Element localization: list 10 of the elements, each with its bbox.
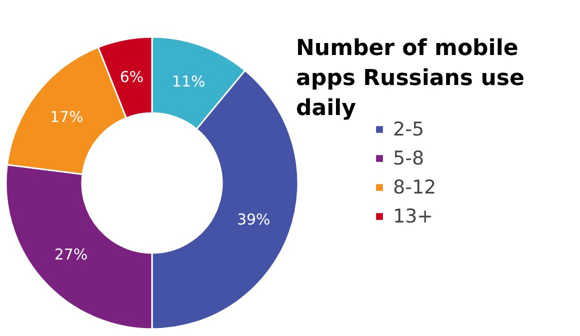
legend-label: 5-8 [393, 148, 424, 170]
legend-label: 2-5 [393, 118, 424, 140]
data-label: 17% [50, 108, 84, 126]
data-label: 27% [54, 245, 88, 264]
data-label: 39% [236, 210, 270, 229]
legend-label: 8-12 [393, 176, 436, 198]
data-label: 11% [172, 72, 206, 90]
data-label: 6% [120, 68, 144, 86]
legend-label: 13+ [393, 206, 434, 228]
text: Number of mobile apps Russians use daily [296, 36, 524, 121]
